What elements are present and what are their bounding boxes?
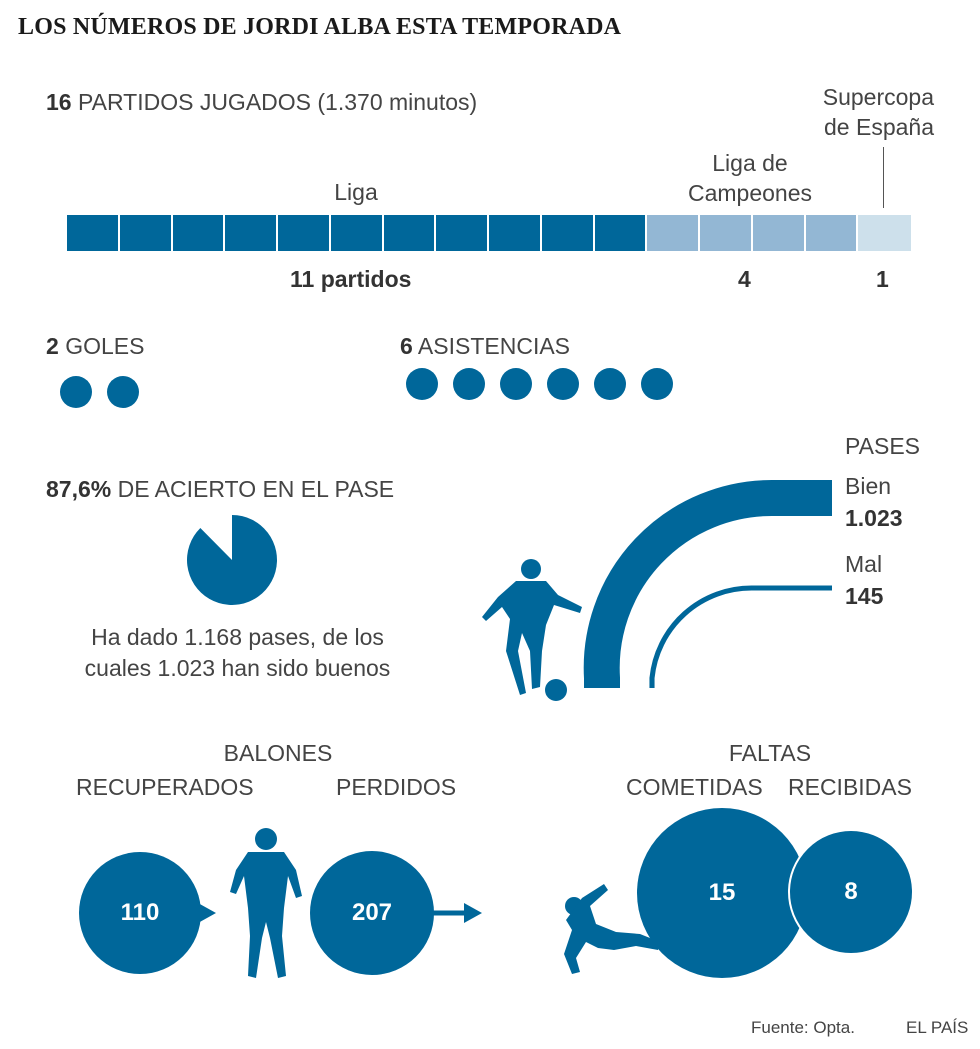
stat-dot <box>500 368 532 400</box>
match-segment <box>172 215 226 251</box>
passes-bad-label: Mal <box>845 551 883 577</box>
match-segment <box>541 215 595 251</box>
arrow-right-icon <box>166 903 216 923</box>
match-segment <box>436 215 489 251</box>
supercopa-count: 1 <box>876 266 889 292</box>
match-segment <box>489 215 542 251</box>
match-segment <box>594 215 648 251</box>
passes-bad-value: 145 <box>845 583 884 609</box>
balls-recovered-label: RECUPERADOS <box>76 774 254 800</box>
pass-pct-line: 87,6% DE ACIERTO EN EL PASE <box>46 476 394 503</box>
match-segment <box>225 215 278 251</box>
fouls-committed-value: 15 <box>708 879 736 906</box>
arc-bad-passes <box>649 585 832 688</box>
arc-good-passes <box>583 479 832 688</box>
match-segment <box>752 215 806 251</box>
page-title: LOS NÚMEROS DE JORDI ALBA ESTA TEMPORADA <box>18 14 622 40</box>
match-segment <box>119 215 173 251</box>
fouls-header: FALTAS <box>728 740 812 766</box>
matches-total-line: 16 PARTIDOS JUGADOS (1.370 minutos) <box>46 89 477 116</box>
player-kicking-icon <box>482 559 582 701</box>
pass-pct: 87,6% <box>46 476 112 502</box>
passes-good-value: 1.023 <box>845 505 903 531</box>
arrow-right-icon <box>432 903 482 923</box>
player-standing-icon <box>230 828 302 978</box>
player-falling-icon <box>564 884 660 974</box>
matches-bar <box>67 215 911 251</box>
fouls-received-value: 8 <box>844 878 858 905</box>
fouls-received-label: RECIBIDAS <box>788 774 912 800</box>
fouls-committed-label: COMETIDAS <box>626 774 763 800</box>
pass-description: Ha dado 1.168 pases, de los cuales 1.023… <box>84 624 391 681</box>
source-note: Fuente: Opta. <box>751 1018 855 1037</box>
stat-dot <box>107 376 139 408</box>
stat-dot <box>453 368 485 400</box>
champions-count: 4 <box>738 266 751 292</box>
fouls-committed-circle: 15 <box>637 808 807 978</box>
balls-recovered-value: 110 <box>120 899 160 926</box>
stat-dot <box>641 368 673 400</box>
supercopa-leader-line <box>883 147 884 208</box>
passes-header: PASES <box>845 433 920 459</box>
match-segment <box>67 215 120 251</box>
match-segment <box>805 215 859 251</box>
supercopa-label: Supercopa de España <box>822 84 934 140</box>
balls-lost-label: PERDIDOS <box>336 774 457 800</box>
assists-line: 6 ASISTENCIAS <box>400 333 570 360</box>
balls-lost-value: 207 <box>351 899 393 926</box>
liga-label: Liga <box>334 179 378 205</box>
matches-total-label: PARTIDOS JUGADOS (1.370 minutos) <box>77 89 478 115</box>
fouls-received-circle: 8 <box>788 829 914 955</box>
assists-value: 6 <box>400 333 413 359</box>
matches-total: 16 <box>46 89 72 115</box>
match-segment <box>383 215 437 251</box>
goals-label: GOLES <box>65 333 145 359</box>
assists-label: ASISTENCIAS <box>417 333 571 359</box>
pass-pct-label: DE ACIERTO EN EL PASE <box>117 476 395 502</box>
match-segment <box>858 215 911 251</box>
goals-value: 2 <box>46 333 59 359</box>
assists-dots <box>406 368 688 405</box>
liga-count: 11 partidos <box>290 266 412 292</box>
pass-pie <box>187 515 277 605</box>
goals-line: 2 GOLES <box>46 333 144 360</box>
goals-dots <box>60 376 154 413</box>
match-segment <box>647 215 700 251</box>
stat-dot <box>60 376 92 408</box>
champions-label: Liga de Campeones <box>687 150 813 206</box>
brand-logo: EL PAÍS <box>906 1018 969 1037</box>
balls-lost-circle: 207 <box>310 851 434 975</box>
passes-good-label: Bien <box>845 473 892 499</box>
match-segment <box>330 215 384 251</box>
match-segment <box>278 215 331 251</box>
stat-dot <box>594 368 626 400</box>
match-segment <box>700 215 753 251</box>
balls-header: BALONES <box>223 740 333 766</box>
passes-arcs <box>583 479 832 688</box>
pie-slice-good <box>187 515 277 605</box>
stat-dot <box>547 368 579 400</box>
stat-dot <box>406 368 438 400</box>
